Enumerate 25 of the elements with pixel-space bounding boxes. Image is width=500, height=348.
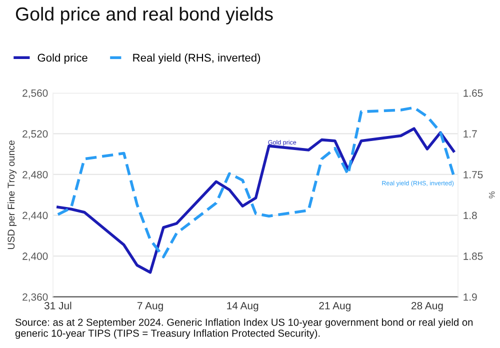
y-tick-label: 2,520 [22, 130, 48, 139]
y-tick-label: 2,560 [22, 89, 48, 98]
y-tick-label: 2,440 [22, 212, 48, 220]
x-tick-label: 21 Aug [319, 302, 350, 312]
y-tick-label: 2,480 [22, 170, 48, 180]
y2-axis-title: % [488, 191, 495, 198]
y2-tick-label: 1.75 [464, 171, 483, 178]
line-series [56, 106, 455, 258]
y2-tick-label: 1.85 [464, 252, 483, 260]
x-tick-label: 28 Aug [412, 302, 443, 312]
x-tick-label: 7 Aug [137, 302, 163, 312]
y2-tick-label: 1.7 [464, 130, 477, 138]
x-tick-label: 14 Aug [227, 302, 258, 312]
y2-tick-label: 1.9 [464, 293, 477, 301]
y-tick-label: 2,360 [22, 293, 48, 302]
y-axis-title: USD per Fine Troy ounce [7, 140, 17, 249]
line-series [56, 127, 455, 274]
y-tick-label: 2,400 [22, 252, 48, 262]
x-tick-label: 31 Jul [44, 302, 72, 310]
chart-title: Gold price and real bond yields [16, 6, 273, 24]
source-note: Source: as at 2 September 2024. Generic Inflation Index US 10-year government bond or real yield on generic 10-year TIPS (TIPS = Treasury Inflation Protected Security). [15, 318, 473, 339]
y2-tick-label: 1.8 [464, 212, 477, 220]
legend-label: Gold price [38, 54, 88, 64]
legend-label: Real yield (RHS, inverted) [133, 54, 260, 64]
y2-tick-label: 1.65 [464, 89, 483, 97]
